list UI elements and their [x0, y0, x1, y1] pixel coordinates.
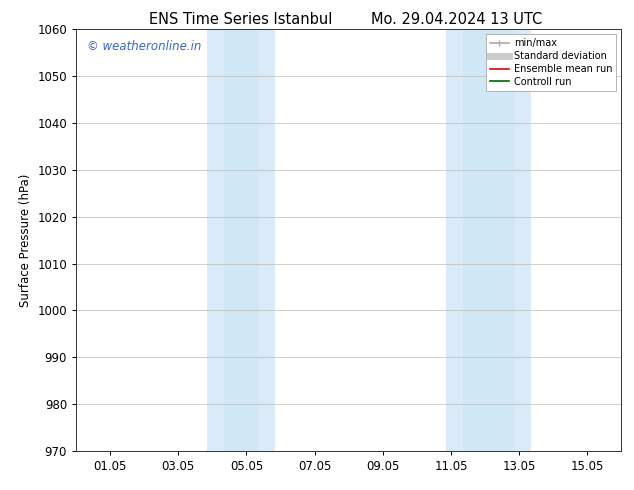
- Bar: [207, 29, 224, 451]
- Bar: [463, 29, 514, 451]
- Bar: [259, 29, 275, 451]
- Y-axis label: Surface Pressure (hPa): Surface Pressure (hPa): [19, 173, 32, 307]
- Legend: min/max, Standard deviation, Ensemble mean run, Controll run: min/max, Standard deviation, Ensemble me…: [486, 34, 616, 91]
- Bar: [446, 29, 463, 451]
- Bar: [224, 29, 259, 451]
- Text: Mo. 29.04.2024 13 UTC: Mo. 29.04.2024 13 UTC: [371, 12, 542, 27]
- Text: ENS Time Series Istanbul: ENS Time Series Istanbul: [149, 12, 333, 27]
- Text: © weatheronline.in: © weatheronline.in: [87, 40, 202, 53]
- Bar: [514, 29, 531, 451]
